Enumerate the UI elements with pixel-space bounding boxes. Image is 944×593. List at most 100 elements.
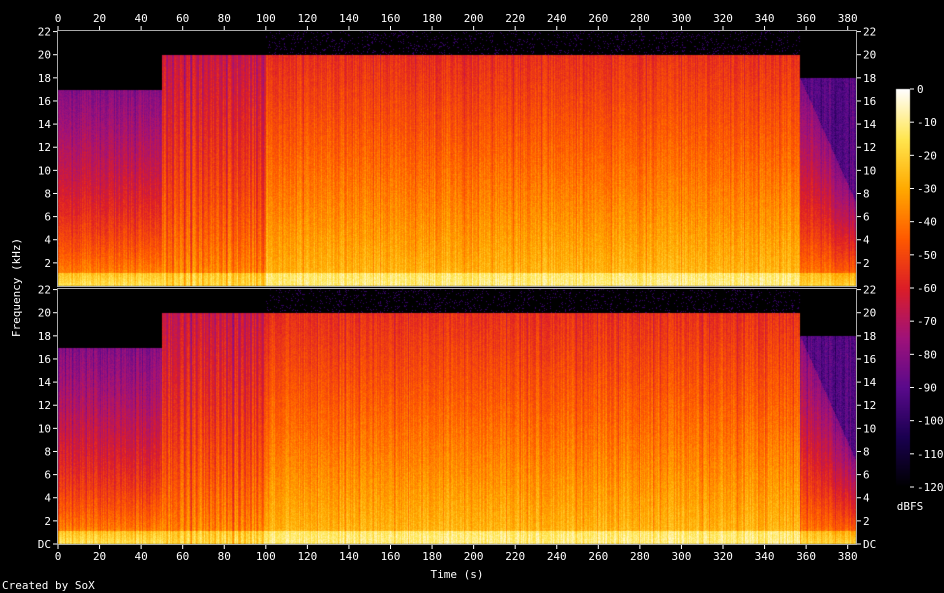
top-x-tick-label: 200 — [464, 12, 484, 25]
top-x-tick-label: 140 — [339, 12, 359, 25]
right-y-axis: 2 4 6 8 10 12 14 16 18 20 22 DC 2 4 6 8 10 12 14 16 18 20 22 — [856, 26, 877, 551]
right-y-tick-label-top: 12 — [863, 141, 876, 154]
bottom-x-tick-label: 260 — [588, 550, 608, 563]
bottom-x-tick-label: 200 — [464, 550, 484, 563]
top-x-tick-label: 20 — [93, 12, 106, 25]
bottom-x-tick-label: 280 — [630, 550, 650, 563]
right-y-tick-label-bottom: 10 — [863, 422, 876, 435]
left-y-tick-label-top: 4 — [44, 234, 51, 247]
bottom-channel-panel — [57, 288, 857, 545]
colorbar-tick-label: -70 — [917, 315, 937, 328]
colorbar-tick-label: -100 — [917, 415, 944, 428]
left-y-tick-label-top: 18 — [38, 72, 51, 85]
colorbar-tick-label: -120 — [917, 481, 944, 494]
bottom-x-tick-label: 120 — [297, 550, 317, 563]
right-y-tick-label-bottom: 4 — [863, 492, 870, 505]
left-y-tick-label-top: 12 — [38, 141, 51, 154]
left-y-tick-label-bottom: 10 — [38, 422, 51, 435]
footer-credit: Created by SoX — [2, 579, 95, 592]
top-x-tick-label: 380 — [838, 12, 858, 25]
left-y-tick-label-top: 14 — [38, 118, 52, 131]
top-x-tick-label: 300 — [672, 12, 692, 25]
left-y-axis: 2 4 6 8 10 12 14 16 18 20 22 DC 2 4 6 8 10 12 14 16 18 20 22 — [38, 26, 58, 551]
top-x-tick-label: 120 — [297, 12, 317, 25]
bottom-x-tick-label: 20 — [93, 550, 106, 563]
left-y-tick-label-top: 8 — [44, 187, 51, 200]
bottom-x-tick-label: 240 — [547, 550, 567, 563]
left-y-tick-label-top: 6 — [44, 211, 51, 224]
left-y-tick-label-top: 20 — [38, 49, 51, 62]
bottom-x-tick-label: 360 — [796, 550, 816, 563]
colorbar-tick-label: -90 — [917, 382, 937, 395]
colorbar-tick-label: -60 — [917, 282, 937, 295]
colorbar-axis: 0 -10 -20 -30 -40 -50 -60 -70 -80 -90 -100 -110 -120 — [910, 83, 944, 494]
colorbar-label: dBFS — [897, 500, 924, 513]
bottom-x-tick-label: 60 — [176, 550, 189, 563]
bottom-x-tick-label: 80 — [218, 550, 231, 563]
top-x-axis: 0 20 40 60 80 100 120 140 160 180 200 220 240 260 280 3… — [55, 12, 858, 31]
bottom-x-tick-label: 0 — [55, 550, 62, 563]
right-y-tick-label-bottom: 18 — [863, 330, 876, 343]
colorbar-tick-label: -50 — [917, 249, 937, 262]
top-x-tick-label: 360 — [796, 12, 816, 25]
right-y-tick-label-bottom: 20 — [863, 307, 876, 320]
top-x-tick-label: 160 — [381, 12, 401, 25]
left-y-tick-label-bottom: 6 — [44, 469, 51, 482]
top-x-tick-label: 260 — [588, 12, 608, 25]
left-y-tick-label-bottom: 4 — [44, 492, 51, 505]
right-y-tick-label-bottom: 16 — [863, 353, 876, 366]
right-y-tick-label-top: 18 — [863, 72, 876, 85]
bottom-x-tick-label: 320 — [713, 550, 733, 563]
top-x-tick-label: 40 — [135, 12, 148, 25]
top-x-tick-label: 280 — [630, 12, 650, 25]
left-y-tick-label-top: 2 — [44, 257, 51, 270]
top-x-tick-label: 180 — [422, 12, 442, 25]
right-y-tick-label-top: 16 — [863, 95, 876, 108]
right-y-tick-label-top: 4 — [863, 234, 870, 247]
colorbar-tick-label: -30 — [917, 183, 937, 196]
top-x-tick-label: 60 — [176, 12, 189, 25]
right-y-tick-label-bottom: 14 — [863, 376, 877, 389]
right-y-tick-label-bottom: 8 — [863, 445, 870, 458]
right-y-tick-label-bottom: 12 — [863, 399, 876, 412]
left-y-tick-label-top: 22 — [38, 26, 51, 39]
top-x-tick-label: 220 — [505, 12, 525, 25]
top-x-tick-label: 340 — [755, 12, 775, 25]
colorbar-tick-label: -20 — [917, 149, 937, 162]
left-y-tick-label-bottom: 14 — [38, 376, 52, 389]
bottom-x-tick-label: 340 — [755, 550, 775, 563]
right-y-tick-label-bottom: 22 — [863, 284, 876, 297]
top-x-tick-label: 80 — [218, 12, 231, 25]
bottom-x-tick-label: 140 — [339, 550, 359, 563]
left-y-tick-label-top: 16 — [38, 95, 51, 108]
bottom-x-tick-label: 300 — [672, 550, 692, 563]
colorbar-tick-label: 0 — [917, 83, 924, 96]
right-y-tick-label-bottom: 6 — [863, 469, 870, 482]
top-x-tick-label: 320 — [713, 12, 733, 25]
right-y-tick-label-bottom: DC — [863, 538, 876, 551]
top-x-tick-label: 100 — [256, 12, 276, 25]
left-y-tick-label-bottom: 20 — [38, 307, 51, 320]
right-y-tick-label-top: 8 — [863, 187, 870, 200]
right-y-tick-label-top: 2 — [863, 257, 870, 270]
right-y-tick-label-bottom: 2 — [863, 515, 870, 528]
right-y-tick-label-top: 10 — [863, 164, 876, 177]
left-y-tick-label-bottom: 8 — [44, 445, 51, 458]
bottom-x-axis: 0 20 40 60 80 100 120 140 160 180 200 220 240 260 280 3… — [55, 544, 858, 563]
bottom-x-tick-label: 100 — [256, 550, 276, 563]
bottom-x-tick-label: 180 — [422, 550, 442, 563]
left-y-tick-label-bottom: 18 — [38, 330, 51, 343]
colorbar-tick-label: -80 — [917, 348, 937, 361]
bottom-x-tick-label: 160 — [381, 550, 401, 563]
left-y-tick-label-bottom: 22 — [38, 284, 51, 297]
top-x-tick-label: 0 — [55, 12, 62, 25]
colorbar-tick-label: -10 — [917, 116, 937, 129]
right-y-tick-label-top: 6 — [863, 211, 870, 224]
top-channel-panel — [57, 30, 857, 287]
left-y-tick-label-bottom: 2 — [44, 515, 51, 528]
colorbar-tick-label: -40 — [917, 216, 937, 229]
colorbar-tick-label: -110 — [917, 448, 944, 461]
bottom-x-tick-label: 380 — [838, 550, 858, 563]
